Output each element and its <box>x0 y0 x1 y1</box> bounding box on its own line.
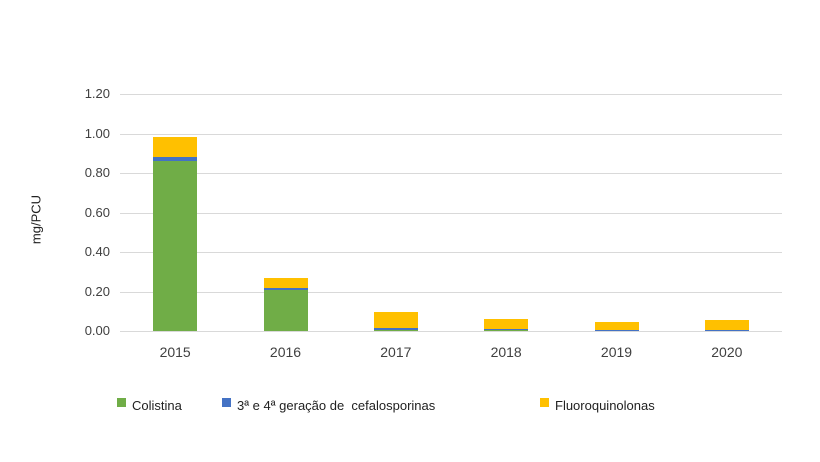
bar-segment <box>263 278 308 289</box>
bar-2017 <box>373 311 418 331</box>
x-tick-label: 2017 <box>380 344 412 360</box>
plot-area <box>120 94 782 332</box>
legend-swatch <box>540 398 549 407</box>
y-tick-label: 0.20 <box>84 283 110 299</box>
y-tick-label: 0.00 <box>84 323 110 338</box>
legend-label: 3ª e 4ª geração de cefalosporinas <box>237 398 436 413</box>
bar-2016 <box>263 278 308 331</box>
bar-segment <box>153 161 198 331</box>
gridline <box>120 94 782 95</box>
bar-segment <box>373 327 418 330</box>
bar-segment <box>484 330 529 331</box>
bar-segment <box>373 330 418 331</box>
gridline <box>120 252 782 253</box>
legend-swatch <box>222 398 231 407</box>
y-tick-label: 1.20 <box>84 86 110 101</box>
y-tick-label: 0.80 <box>84 165 110 180</box>
x-tick-label: 2020 <box>711 344 743 360</box>
bar-segment <box>153 137 198 158</box>
bar-segment <box>263 289 308 331</box>
bar-segment <box>704 330 749 331</box>
gridline <box>120 173 782 174</box>
bar-segment <box>594 322 639 330</box>
gridline <box>120 133 782 135</box>
bar-2019 <box>594 322 639 331</box>
x-tick-label: 2016 <box>269 344 302 360</box>
legend-label: Fluoroquinolonas <box>555 398 655 413</box>
legend-label: Colistina <box>132 398 182 413</box>
bar-segment <box>484 318 529 329</box>
bar-segment <box>373 311 418 328</box>
y-axis-label: mg/PCU <box>28 194 44 245</box>
legend-item: Colistina <box>117 398 182 413</box>
bar-2015 <box>153 137 198 331</box>
bar-segment <box>263 288 308 290</box>
y-tick-label: 1.00 <box>84 125 110 141</box>
legend-item: 3ª e 4ª geração de cefalosporinas <box>222 398 435 413</box>
y-tick-label: 0.40 <box>84 244 110 259</box>
legend-swatch <box>117 398 126 407</box>
x-tick-label: 2015 <box>159 344 191 360</box>
y-tick-label: 0.60 <box>84 204 110 220</box>
bar-segment <box>484 328 529 330</box>
legend: Colistina 3ª e 4ª geração de cefalosporin… <box>0 398 820 418</box>
bar-2020 <box>704 320 749 331</box>
legend-item: Fluoroquinolonas <box>540 398 655 413</box>
gridline <box>120 331 782 332</box>
x-tick-label: 2019 <box>600 344 633 360</box>
bar-segment <box>594 330 639 331</box>
bar-segment <box>704 320 749 330</box>
x-tick-label: 2018 <box>490 344 522 360</box>
gridline <box>120 212 782 214</box>
bar-segment <box>153 157 198 162</box>
bar-2018 <box>484 318 529 331</box>
gridline <box>120 291 782 293</box>
